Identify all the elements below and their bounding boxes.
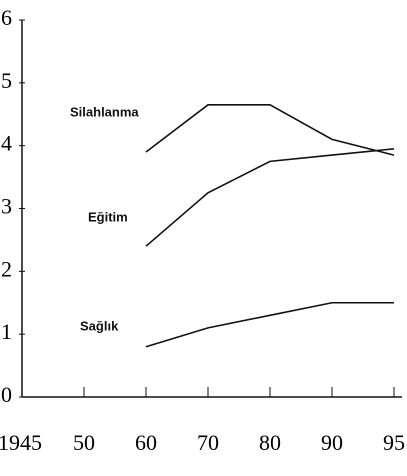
y-tick-label: 6: [1, 5, 12, 30]
x-tick-label: 90: [321, 430, 343, 455]
x-tick-label: 50: [73, 430, 95, 455]
series-label: Sağlık: [80, 318, 119, 333]
x-tick-label: 70: [197, 430, 219, 455]
y-tick-label: 5: [1, 68, 12, 93]
series-label: Eğitim: [88, 209, 128, 224]
x-tick-label: 80: [259, 430, 281, 455]
y-tick-label: 1: [1, 319, 12, 344]
series-line: [145, 104, 395, 156]
y-tick-label: 4: [1, 131, 12, 156]
x-tick-label: 1945: [0, 430, 42, 455]
series-label: Silahlanma: [70, 104, 139, 119]
x-tick-label: 60: [135, 430, 157, 455]
series-line: [145, 301, 394, 348]
x-tick-label: 95: [383, 430, 405, 455]
y-tick-label: 0: [1, 382, 12, 407]
y-tick-label: 2: [1, 256, 12, 281]
y-tick-label: 3: [1, 194, 12, 219]
series-line: [145, 148, 395, 247]
